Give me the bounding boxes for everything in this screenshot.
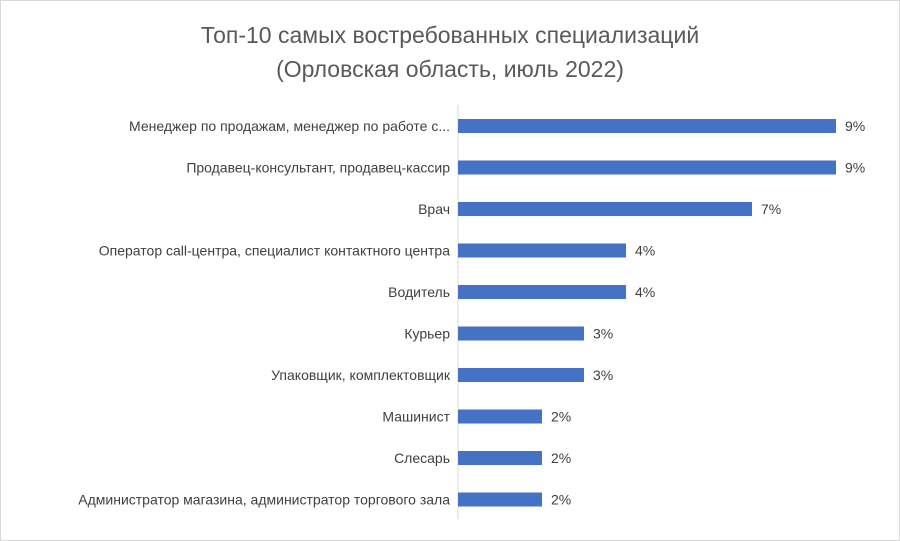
value-label-3: 4% <box>635 243 655 259</box>
bar-3 <box>458 243 626 258</box>
category-label-8: Слесарь <box>394 450 450 466</box>
chart-title-line-1: Топ-10 самых востребованных специализаци… <box>201 22 699 48</box>
value-label-0: 9% <box>845 118 865 134</box>
value-label-1: 9% <box>845 160 865 176</box>
bars-group: Менеджер по продажам, менеджер по работе… <box>78 118 865 508</box>
bar-9 <box>458 492 542 507</box>
chart-title-line-2: (Орловская область, июль 2022) <box>276 56 624 82</box>
value-label-5: 3% <box>593 326 613 342</box>
category-label-3: Оператор call-центра, специалист контакт… <box>99 243 450 259</box>
value-label-8: 2% <box>551 450 571 466</box>
value-label-4: 4% <box>635 284 655 300</box>
value-label-7: 2% <box>551 409 571 425</box>
bar-4 <box>458 285 626 299</box>
value-label-2: 7% <box>761 201 781 217</box>
category-label-1: Продавец-консультант, продавец-кассир <box>186 160 450 176</box>
category-label-0: Менеджер по продажам, менеджер по работе… <box>129 118 450 134</box>
bar-6 <box>458 368 584 382</box>
category-label-6: Упаковщик, комплектовщик <box>271 367 451 383</box>
bar-8 <box>458 451 542 465</box>
value-label-6: 3% <box>593 367 613 383</box>
bar-1 <box>458 160 836 175</box>
category-label-9: Администратор магазина, администратор то… <box>78 492 450 508</box>
category-label-4: Водитель <box>388 284 450 300</box>
category-label-7: Машинист <box>382 409 450 425</box>
bar-7 <box>458 409 542 424</box>
category-label-2: Врач <box>418 201 450 217</box>
bar-5 <box>458 326 584 341</box>
category-label-5: Курьер <box>404 326 450 342</box>
value-label-9: 2% <box>551 492 571 508</box>
bar-0 <box>458 119 836 133</box>
bar-2 <box>458 202 752 216</box>
